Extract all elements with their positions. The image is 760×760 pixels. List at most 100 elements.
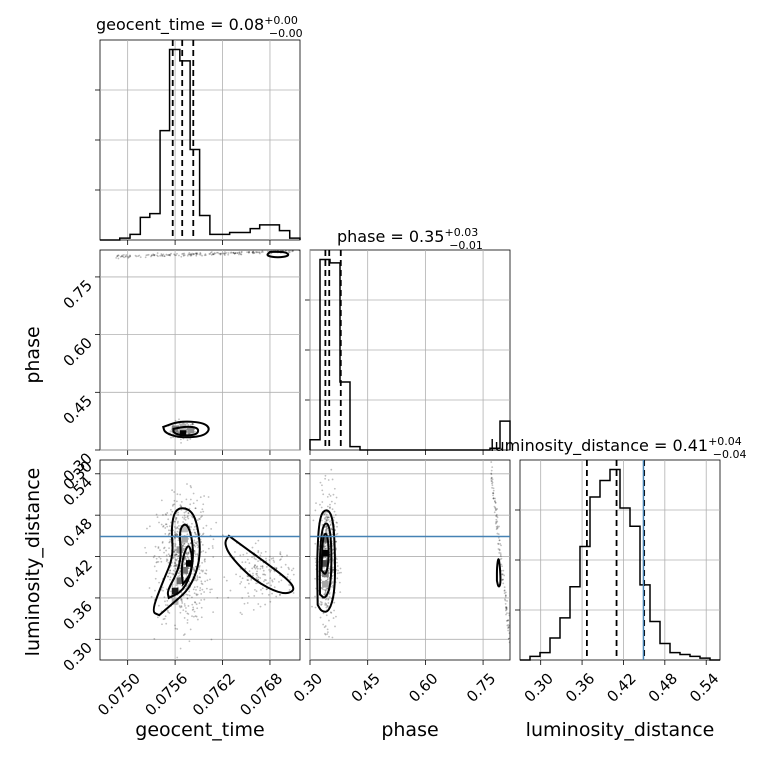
scatter-point [200, 593, 203, 595]
scatter-point [325, 526, 328, 529]
scatter-point [178, 254, 180, 257]
scatter-point [185, 498, 188, 501]
scatter-point [225, 251, 228, 254]
scatter-point [507, 619, 509, 622]
scatter-point [508, 641, 510, 644]
scatter-point [320, 601, 323, 604]
scatter-point [328, 635, 330, 638]
scatter-point [193, 544, 196, 547]
scatter-point [195, 254, 198, 257]
scatter-point [198, 576, 201, 579]
scatter-point [279, 559, 281, 561]
scatter-point [165, 622, 168, 625]
scatter-point [173, 520, 176, 523]
scatter-point [330, 528, 333, 531]
scatter-point [252, 250, 255, 253]
scatter-point [164, 527, 167, 529]
scatter-point [157, 560, 160, 563]
scatter-point [175, 558, 178, 561]
scatter-point [314, 509, 317, 512]
scatter-point [167, 611, 170, 614]
scatter-point [153, 254, 156, 257]
scatter-point [259, 554, 262, 557]
scatter-point [321, 484, 323, 487]
scatter-point [205, 524, 208, 527]
scatter-point [192, 502, 195, 505]
scatter-point [189, 253, 192, 256]
scatter-point [323, 517, 326, 520]
scatter-point [185, 573, 188, 576]
scatter-point [165, 549, 167, 552]
scatter-point [337, 569, 340, 572]
scatter-point [187, 543, 190, 546]
scatter-point [251, 251, 254, 254]
scatter-point [244, 567, 247, 570]
scatter-point [148, 587, 151, 589]
scatter-point [321, 501, 324, 503]
scatter-point [279, 593, 281, 596]
scatter-point [201, 583, 204, 586]
scatter-point [187, 512, 190, 514]
scatter-point [333, 601, 336, 604]
scatter-point [504, 591, 507, 594]
scatter-point [255, 582, 258, 585]
scatter-point [184, 561, 186, 564]
scatter-point [186, 254, 189, 257]
scatter-point [150, 595, 153, 598]
scatter-point [178, 574, 181, 577]
scatter-point [167, 518, 170, 521]
scatter-point [325, 528, 328, 531]
scatter-point [164, 600, 166, 603]
scatter-point [325, 531, 327, 534]
scatter-point [499, 552, 502, 554]
scatter-point [255, 558, 257, 561]
scatter-point [279, 553, 282, 556]
scatter-point [332, 566, 335, 569]
scatter-point [504, 609, 507, 612]
scatter-point [265, 579, 267, 582]
scatter-point [203, 598, 206, 601]
scatter-point [145, 551, 148, 554]
scatter-point [212, 252, 214, 255]
scatter-point [183, 514, 186, 517]
scatter-point [230, 252, 232, 254]
scatter-point [240, 250, 243, 253]
scatter-point [172, 569, 175, 572]
scatter-point [285, 250, 287, 252]
scatter-point [323, 593, 326, 596]
scatter-point [177, 513, 180, 516]
scatter-point [193, 531, 196, 534]
scatter-point [196, 252, 199, 255]
scatter-point [156, 254, 158, 257]
scatter-point [244, 586, 247, 589]
scatter-point [166, 609, 169, 612]
scatter-point [176, 565, 178, 567]
scatter-point [279, 552, 282, 555]
scatter-point [324, 545, 327, 547]
scatter-point [336, 561, 338, 564]
scatter-point [255, 251, 258, 254]
scatter-point [128, 256, 131, 259]
tick-label-x: 0.54 [686, 670, 722, 706]
scatter-point [271, 579, 274, 582]
scatter-point [238, 251, 241, 254]
scatter-point [314, 557, 317, 560]
scatter-point [193, 550, 196, 552]
scatter-point [196, 578, 199, 581]
scatter-point [192, 566, 195, 569]
scatter-point [324, 511, 327, 514]
scatter-point [147, 253, 150, 256]
scatter-point [492, 492, 494, 494]
scatter-point [491, 484, 494, 487]
scatter-point [327, 532, 330, 535]
scatter-point [201, 543, 204, 546]
scatter-point [323, 543, 326, 545]
scatter-point [224, 252, 226, 255]
ylabel-phase: phase [22, 326, 44, 383]
scatter-point [173, 533, 176, 536]
scatter-point [154, 577, 157, 580]
scatter-point [328, 572, 331, 575]
scatter-point [324, 591, 327, 594]
scatter-point [224, 252, 227, 255]
scatter-point [321, 524, 324, 526]
